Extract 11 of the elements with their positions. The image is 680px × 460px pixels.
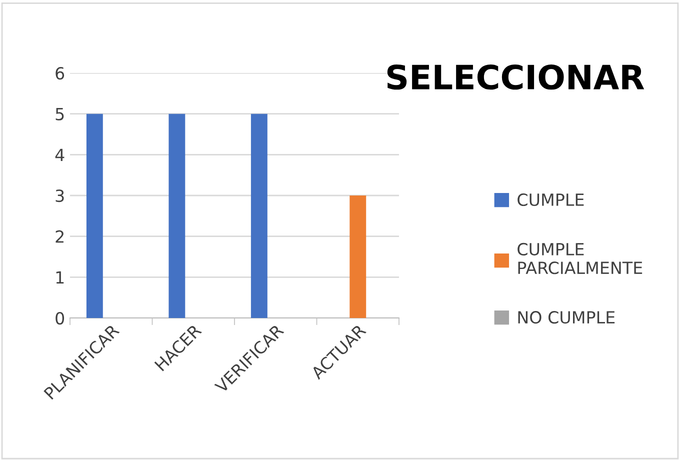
y-tick-label: 5	[56, 108, 64, 120]
legend-label: CUMPLE	[518, 193, 584, 206]
y-tick-label: 0	[56, 312, 64, 325]
legend-label: NO CUMPLE	[518, 311, 615, 324]
y-tick-label: 1	[56, 271, 64, 284]
y-tick-label: 3	[56, 189, 64, 202]
legend-label: CUMPLE PARCIALMENTE	[518, 242, 642, 274]
y-tick-label: 6	[56, 66, 64, 80]
y-tick-label: 2	[56, 230, 64, 243]
y-tick-label: 4	[55, 148, 64, 161]
text: SELECCIONAR	[387, 64, 644, 90]
